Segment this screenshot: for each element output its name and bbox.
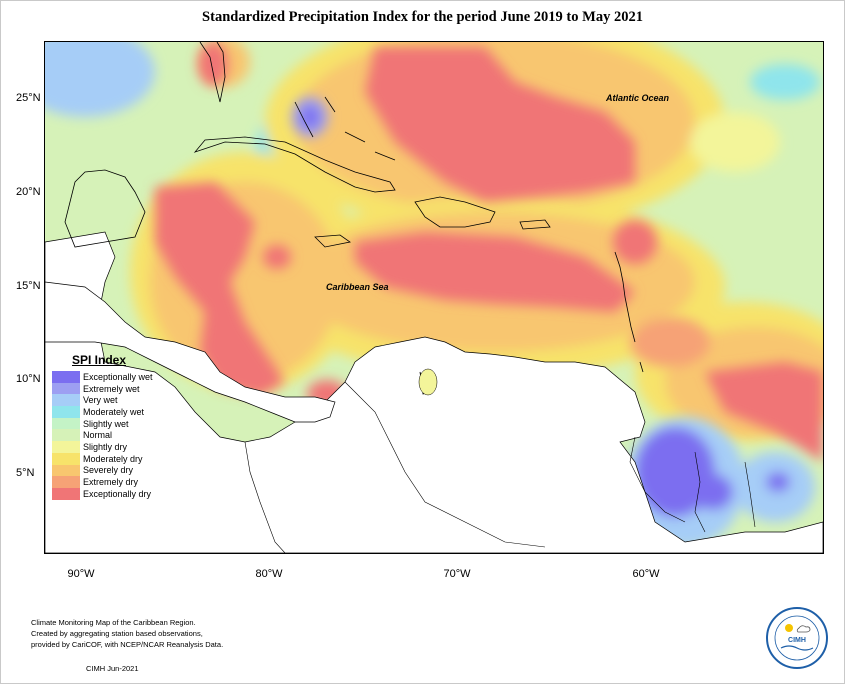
cloud-icon bbox=[796, 625, 811, 633]
dry-core-florida bbox=[198, 42, 228, 86]
legend-title: SPI Index bbox=[72, 353, 127, 367]
legend-swatch bbox=[52, 371, 80, 383]
legend-item: Normal bbox=[52, 429, 178, 442]
footer-line-1: Climate Monitoring Map of the Caribbean … bbox=[31, 618, 196, 627]
dry-core-caribbean bbox=[355, 232, 635, 312]
wet-zone-atlantic bbox=[750, 64, 820, 100]
lat-label-20: 20°N bbox=[16, 186, 41, 198]
exceptional-dry bbox=[155, 42, 823, 462]
wave-icon bbox=[780, 645, 814, 651]
legend-swatch bbox=[52, 406, 80, 418]
legend-label: Extremely wet bbox=[83, 383, 140, 394]
country-borders bbox=[244, 381, 756, 553]
sun-icon bbox=[785, 624, 793, 632]
puertorico-outline bbox=[519, 219, 551, 230]
map-title: Standardized Precipitation Index for the… bbox=[202, 9, 643, 25]
spi-map bbox=[44, 41, 824, 554]
atlantic-ocean-label: Atlantic Ocean bbox=[606, 93, 670, 103]
legend-item: Severely dry bbox=[52, 464, 178, 477]
lon-label-60: 60°W bbox=[632, 568, 660, 580]
legend-rows: Exceptionally wet Extremely wet Very wet Mo… bbox=[52, 371, 178, 500]
legend-item: Moderately dry bbox=[52, 452, 178, 465]
legend-label: Exceptionally dry bbox=[83, 488, 152, 499]
legend-item: Exceptionally wet bbox=[52, 371, 178, 383]
legend-swatch bbox=[52, 487, 80, 500]
spi-legend: SPI Index Exceptionally wet Extremely wet… bbox=[52, 353, 178, 500]
legend-item: Slightly wet bbox=[52, 417, 178, 430]
jamaica-outline bbox=[314, 234, 351, 248]
border-guyana-suriname bbox=[694, 451, 706, 533]
legend-swatch bbox=[52, 417, 80, 430]
bahamas-outline bbox=[294, 96, 396, 161]
wet-zone-gulf bbox=[45, 42, 155, 117]
map-canvas bbox=[45, 42, 823, 553]
wet-guianas bbox=[292, 97, 815, 547]
legend-item: Moderately wet bbox=[52, 406, 178, 418]
lon-label-90: 90°W bbox=[67, 568, 95, 580]
exceptional-wet-bahamas bbox=[301, 106, 319, 128]
lesser-antilles-outline bbox=[614, 251, 644, 373]
border-venezuela-guyana bbox=[629, 436, 686, 523]
border-colombia-venezuela bbox=[344, 381, 546, 548]
lat-label-10: 10°N bbox=[16, 373, 41, 385]
peninsula-dry bbox=[418, 368, 438, 396]
legend-swatch bbox=[52, 452, 80, 465]
legend-item: Exceptionally dry bbox=[52, 487, 178, 500]
footer-line-2: Created by aggregating station based obs… bbox=[31, 629, 203, 638]
legend-swatch bbox=[52, 429, 80, 442]
exceptional-wet-guyana-east bbox=[693, 474, 733, 510]
legend-swatch bbox=[52, 441, 80, 453]
central-america bbox=[45, 281, 336, 423]
footer-line-3: provided by CariCOF, with NCEP/NCAR Rean… bbox=[31, 640, 224, 649]
footer-date: CIMH Jun-2021 bbox=[86, 664, 139, 673]
dry-core-antilles bbox=[613, 220, 657, 264]
slight-dry-atlantic bbox=[690, 112, 780, 172]
exceptional-wet-fguiana bbox=[766, 472, 790, 492]
legend-swatch bbox=[52, 476, 80, 488]
lon-label-80: 80°W bbox=[255, 568, 283, 580]
legend-label: Severely dry bbox=[83, 465, 134, 476]
yucatan-outline bbox=[64, 169, 146, 248]
cuba-outline bbox=[193, 136, 396, 193]
legend-label: Slightly wet bbox=[83, 418, 129, 429]
legend-label: Slightly dry bbox=[83, 441, 128, 452]
footer-notes: Climate Monitoring Map of the Caribbean … bbox=[31, 617, 223, 650]
legend-swatch bbox=[52, 394, 80, 407]
logo-text: CIMH bbox=[788, 637, 806, 644]
legend-label: Extremely dry bbox=[83, 477, 139, 488]
lat-label-5: 5°N bbox=[16, 467, 35, 479]
south-america bbox=[45, 231, 823, 553]
caribbean-sea-label: Caribbean Sea bbox=[326, 282, 389, 292]
dry-core-jamaica bbox=[263, 245, 291, 269]
legend-label: Very wet bbox=[83, 395, 118, 406]
legend-item: Very wet bbox=[52, 394, 178, 407]
hispaniola-outline bbox=[414, 196, 496, 228]
legend-label: Moderately wet bbox=[83, 406, 145, 417]
lon-label-70: 70°W bbox=[443, 568, 471, 580]
cimh-logo: CIMH bbox=[766, 607, 828, 669]
border-suriname-fguiana bbox=[744, 461, 756, 528]
legend-swatch bbox=[52, 382, 80, 395]
legend-label: Exceptionally wet bbox=[83, 371, 153, 382]
extreme-dry-east bbox=[630, 317, 710, 367]
border-ecuador bbox=[244, 441, 286, 553]
dry-core-north bbox=[365, 47, 635, 202]
legend-swatch bbox=[52, 464, 80, 477]
legend-item: Slightly dry bbox=[52, 441, 178, 453]
lat-label-25: 25°N bbox=[16, 92, 41, 104]
legend-label: Normal bbox=[83, 430, 113, 441]
dry-core-east bbox=[705, 362, 823, 462]
land-masses bbox=[45, 231, 823, 553]
lat-label-15: 15°N bbox=[16, 280, 41, 292]
legend-label: Moderately dry bbox=[83, 453, 143, 464]
legend-item: Extremely dry bbox=[52, 476, 178, 488]
florida-outline bbox=[199, 42, 226, 103]
legend-item: Extremely wet bbox=[52, 382, 178, 395]
dry-core-central bbox=[155, 182, 285, 397]
